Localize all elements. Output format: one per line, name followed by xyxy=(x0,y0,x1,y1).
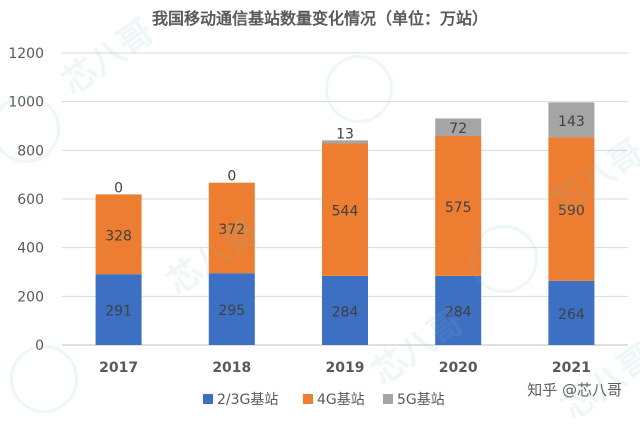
chart: 我国移动通信基站数量变化情况（单位：万站） 0 200 400 600 800 1000 1… xyxy=(8,9,628,408)
data-label: 0 xyxy=(227,169,236,185)
data-label: 295 xyxy=(218,303,245,319)
data-label: 284 xyxy=(332,304,359,320)
data-label: 143 xyxy=(558,114,585,130)
bar-segment xyxy=(548,280,595,345)
x-tick-label: 2018 xyxy=(212,360,251,376)
stacked-bar-chart: 我国移动通信基站数量变化情况（单位：万站） 0 200 400 600 800 1000 1… xyxy=(8,9,628,408)
y-axis-tick-labels: 0 200 400 600 800 1000 1200 xyxy=(8,46,44,354)
data-label: 13 xyxy=(336,126,354,142)
chart-title: 我国移动通信基站数量变化情况（单位：万站） xyxy=(152,9,488,28)
data-labels: 291 328 0 295 372 0 284 544 13 284 575 72 264 590 143 xyxy=(105,114,585,323)
x-tick-label: 2017 xyxy=(99,360,138,376)
data-label: 575 xyxy=(445,200,472,216)
data-label: 544 xyxy=(332,204,359,220)
x-axis-tick-labels: 2017 2018 2019 2020 2021 xyxy=(99,360,591,376)
x-tick-label: 2021 xyxy=(552,360,591,376)
y-tick-label: 1200 xyxy=(8,46,44,62)
legend-label: 4G基站 xyxy=(317,391,365,408)
y-tick-label: 800 xyxy=(17,143,44,159)
legend-swatch xyxy=(303,394,313,404)
legend-swatch xyxy=(383,394,393,404)
data-label: 284 xyxy=(445,304,472,320)
legend: 2/3G基站 4G基站 5G基站 xyxy=(203,391,445,408)
bar-segment xyxy=(435,135,482,276)
x-tick-label: 2019 xyxy=(326,360,365,376)
data-label: 0 xyxy=(114,180,123,196)
y-tick-label: 1000 xyxy=(8,95,44,111)
legend-swatch xyxy=(203,394,213,404)
bars xyxy=(95,102,595,345)
bar-segment xyxy=(322,275,368,345)
source-credit: 知乎 @芯八哥 xyxy=(527,381,622,399)
bar-segment xyxy=(435,275,482,345)
legend-label: 2/3G基站 xyxy=(217,391,278,408)
bar-segment xyxy=(548,102,595,138)
data-label: 264 xyxy=(558,307,585,323)
data-label: 590 xyxy=(558,203,585,219)
data-label: 291 xyxy=(105,304,132,320)
bar-segment xyxy=(95,194,142,275)
legend-label: 5G基站 xyxy=(397,391,445,408)
data-label: 372 xyxy=(218,222,245,238)
y-tick-label: 200 xyxy=(17,289,44,305)
y-tick-label: 600 xyxy=(17,192,44,208)
bar-segment xyxy=(95,274,142,345)
bar-segment xyxy=(322,143,368,276)
bar-segment xyxy=(435,118,482,136)
y-tick-label: 400 xyxy=(17,241,44,257)
data-label: 328 xyxy=(105,228,132,244)
data-label: 72 xyxy=(449,121,467,137)
bar-segment xyxy=(208,182,255,274)
bar-segment xyxy=(548,137,595,281)
x-tick-label: 2020 xyxy=(439,360,478,376)
y-tick-label: 0 xyxy=(35,338,44,354)
bar-segment xyxy=(208,273,255,345)
bar-segment xyxy=(322,140,368,144)
